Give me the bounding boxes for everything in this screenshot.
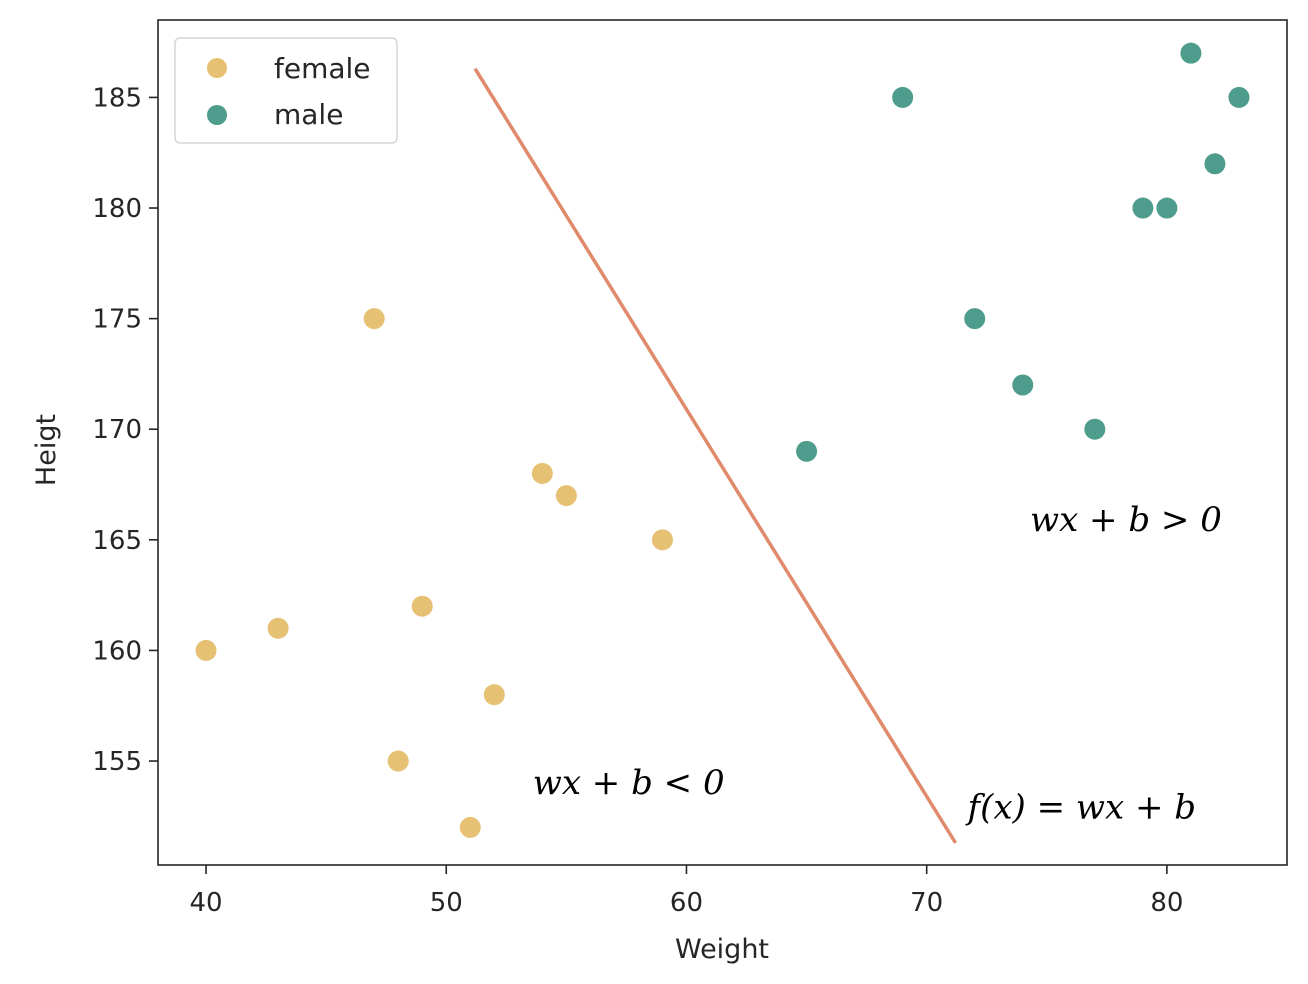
data-point-female-3: [651, 529, 673, 551]
data-point-female-5: [267, 617, 289, 639]
y-tick-label-155: 155: [92, 747, 142, 777]
legend: female male: [174, 37, 398, 144]
data-point-male-1: [892, 86, 914, 108]
legend-label-male: male: [274, 98, 343, 131]
data-point-male-8: [1084, 418, 1106, 440]
data-point-female-2: [555, 485, 577, 507]
x-tick-label-80: 80: [1150, 888, 1183, 918]
x-tick-label-40: 40: [189, 888, 222, 918]
data-point-female-8: [387, 750, 409, 772]
data-point-female-0: [363, 308, 385, 330]
x-tick-label-50: 50: [430, 888, 463, 918]
x-tick-label-60: 60: [670, 888, 703, 918]
data-point-female-7: [483, 684, 505, 706]
annotation-1: wx + b < 0: [533, 763, 725, 803]
legend-marker-female: [207, 58, 227, 78]
data-point-male-9: [796, 440, 818, 462]
annotation-2: f(x) = wx + b: [965, 788, 1197, 828]
data-point-male-4: [1132, 197, 1154, 219]
data-point-male-2: [1228, 86, 1250, 108]
data-point-male-5: [1156, 197, 1178, 219]
plot-area: [158, 20, 1287, 865]
data-point-male-7: [1012, 374, 1034, 396]
decision-boundary-line: [473, 67, 957, 844]
plot-frame: [157, 19, 1288, 866]
legend-frame: [174, 37, 398, 144]
data-point-female-9: [459, 816, 481, 838]
y-tick-label-170: 170: [92, 415, 142, 445]
x-tick-label-70: 70: [910, 888, 943, 918]
data-point-female-6: [195, 639, 217, 661]
y-tick-label-175: 175: [92, 305, 142, 335]
data-point-female-1: [531, 462, 553, 484]
data-point-male-3: [1204, 153, 1226, 175]
x-axis-label: Weight: [675, 934, 769, 965]
annotation-0: wx + b > 0: [1030, 500, 1222, 540]
y-tick-label-165: 165: [92, 526, 142, 556]
data-point-male-0: [1180, 42, 1202, 64]
y-tick-label-185: 185: [92, 83, 142, 113]
y-tick-label-160: 160: [92, 636, 142, 666]
legend-marker-male: [207, 105, 227, 125]
data-point-male-6: [964, 308, 986, 330]
y-axis-label: Heigt: [31, 414, 62, 486]
legend-label-female: female: [274, 52, 371, 85]
y-tick-label-180: 180: [92, 194, 142, 224]
data-point-female-4: [411, 595, 433, 617]
